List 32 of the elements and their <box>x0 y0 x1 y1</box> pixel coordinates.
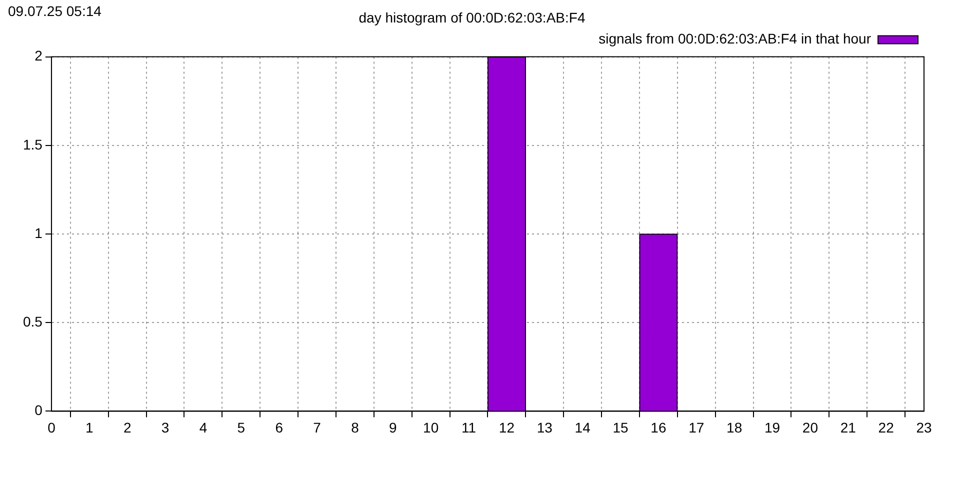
x-tick-label: 10 <box>423 419 439 436</box>
x-tick-label: 9 <box>388 419 397 436</box>
y-tick-label: 1 <box>34 224 43 241</box>
x-tick-label: 12 <box>498 419 515 436</box>
x-tick-label: 19 <box>764 419 780 436</box>
x-tick-label: 14 <box>574 419 591 436</box>
x-tick-label: 21 <box>840 419 856 436</box>
y-tick-label: 0 <box>34 402 43 418</box>
x-tick-label: 8 <box>351 419 360 436</box>
x-tick-label: 5 <box>237 419 246 436</box>
x-tick-label: 18 <box>726 419 742 436</box>
x-tick-label: 23 <box>916 419 932 436</box>
chart-title: day histogram of 00:0D:62:03:AB:F4 <box>358 9 586 26</box>
x-tick-label: 22 <box>878 419 894 436</box>
x-tick-label: 13 <box>536 419 553 436</box>
x-tick-label: 7 <box>313 419 322 436</box>
x-tick-label: 2 <box>123 419 132 436</box>
text: 09.07.25 05:14 <box>8 2 102 19</box>
x-tick-label: 20 <box>802 419 818 436</box>
x-tick-label: 1 <box>86 419 94 436</box>
x-tick-label: 0 <box>48 419 56 436</box>
legend-label: signals from 00:0D:62:03:AB:F4 in that hour <box>598 30 872 47</box>
x-tick-label: 15 <box>612 419 629 436</box>
y-tick-label: 1.5 <box>22 136 43 152</box>
x-tick-label: 6 <box>275 419 284 436</box>
x-tick-label: 3 <box>161 419 170 436</box>
y-tick-label: 2 <box>34 48 43 64</box>
y-tick-label: 0.5 <box>22 313 43 330</box>
x-tick-label: 16 <box>650 419 666 436</box>
x-tick-label: 17 <box>688 419 704 436</box>
x-tick-label: 4 <box>199 419 208 436</box>
x-tick-label: 11 <box>461 419 476 436</box>
